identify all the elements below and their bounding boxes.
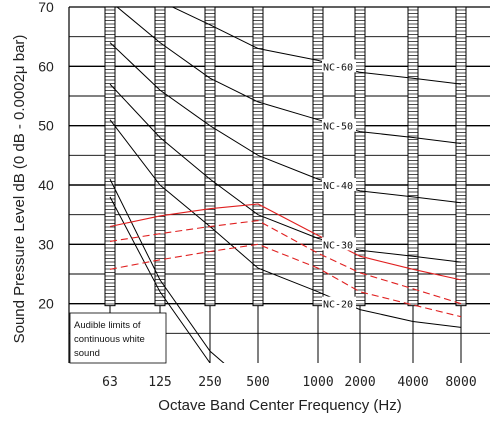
nc-label-bg <box>322 59 356 73</box>
y-tick-label: 70 <box>38 0 54 15</box>
nc-curve-label: NC-20 <box>323 300 353 311</box>
band-marker <box>104 6 116 363</box>
audible-limit-curve <box>109 196 211 363</box>
nc-label-bg <box>322 118 356 132</box>
nc-curve-label: NC-30 <box>323 240 353 251</box>
band-marker <box>354 6 366 363</box>
annotation-line-2: continuous white <box>74 334 145 345</box>
band-marker <box>204 6 216 363</box>
x-tick-label: 4000 <box>397 375 428 390</box>
band-marker <box>312 6 324 363</box>
x-axis-label: Octave Band Center Frequency (Hz) <box>158 397 401 414</box>
measured-series-line <box>109 203 462 281</box>
y-tick-label: 60 <box>38 58 54 74</box>
band-marker <box>252 6 264 363</box>
y-tick-label: 20 <box>38 296 54 312</box>
octave-band-markers <box>104 6 467 363</box>
labels-layer: 20 30 40 50 60 70 63 125 250 500 1000 2000 4000 8000 N… <box>38 0 476 390</box>
x-tick-label: 125 <box>148 375 171 390</box>
annotation-box: Audible limits of continuous white sound <box>69 312 167 364</box>
measured-series-line <box>109 220 462 305</box>
y-axis-label: Sound Pressure Level dB (0 dB - 0.0002μ … <box>11 35 28 344</box>
x-tick-label: 1000 <box>302 375 333 390</box>
audible-limit-curve <box>109 178 225 363</box>
x-tick-label: 2000 <box>344 375 375 390</box>
nc-label-bg <box>322 237 356 251</box>
band-marker <box>455 6 467 363</box>
curves-layer <box>109 7 462 363</box>
grid-lines <box>69 36 490 334</box>
nc-label-bg <box>322 296 356 310</box>
nc-curve <box>109 83 462 263</box>
x-tick-label: 250 <box>198 375 221 390</box>
nc-curve <box>171 7 462 85</box>
x-tick-label: 500 <box>246 375 269 390</box>
y-tick-label: 30 <box>38 236 54 252</box>
nc-curve-label: NC-40 <box>323 181 353 192</box>
nc-curve <box>116 7 462 144</box>
nc-label-bg <box>322 178 356 191</box>
annotation-line-3: sound <box>74 348 100 359</box>
band-marker <box>407 6 419 363</box>
nc-curve-label: NC-60 <box>323 62 353 73</box>
nc-curve <box>109 119 462 328</box>
x-tick-label: 63 <box>102 375 118 390</box>
nc-curve <box>109 42 462 204</box>
annotation-line-1: Audible limits of <box>74 320 141 331</box>
y-tick-label: 40 <box>38 177 54 193</box>
nc-curve-label: NC-50 <box>323 122 353 133</box>
x-tick-label: 8000 <box>445 375 476 390</box>
y-tick-label: 50 <box>38 118 54 134</box>
measured-series-line <box>109 243 462 318</box>
